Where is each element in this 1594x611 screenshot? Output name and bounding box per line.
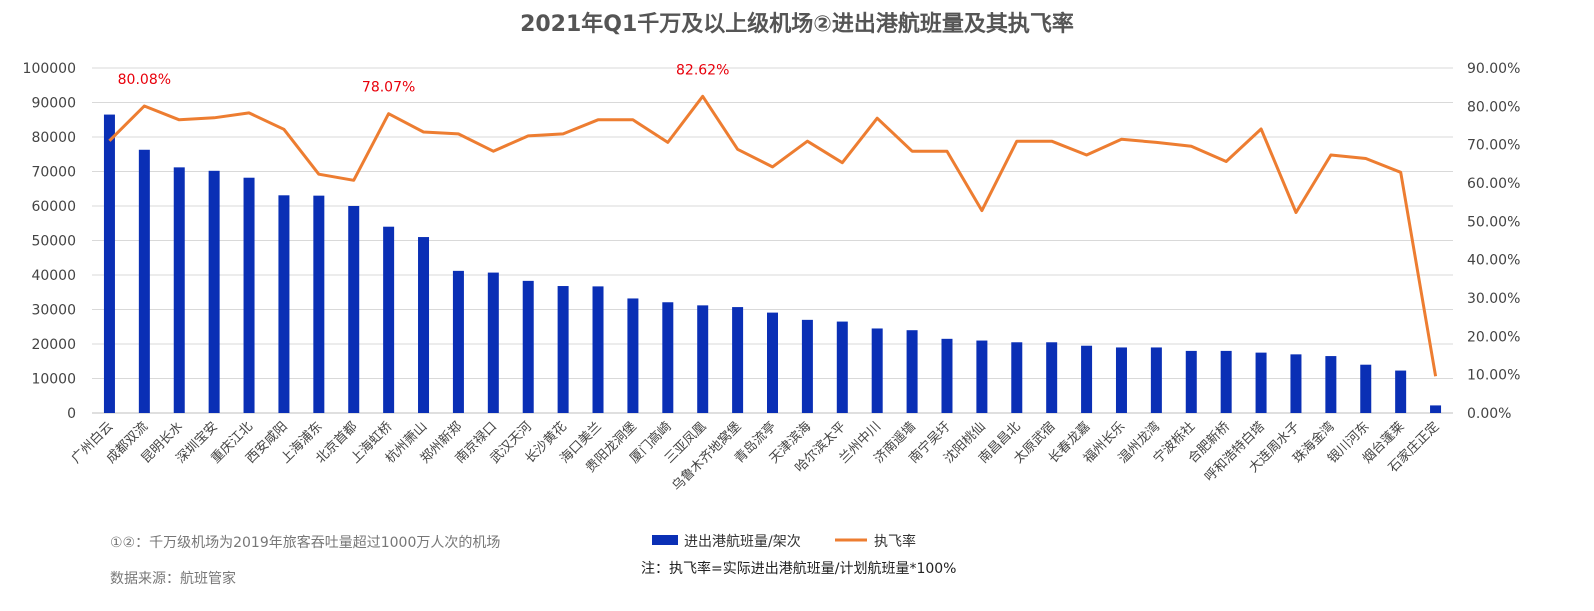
right-tick-label: 0.00% (1467, 406, 1511, 422)
annotation-label: 82.62% (676, 62, 729, 78)
left-tick-label: 10000 (31, 372, 76, 388)
bar (1011, 342, 1023, 413)
bar (1220, 350, 1232, 413)
bar (522, 280, 534, 413)
legend-line-label: 执飞率 (874, 533, 916, 550)
bar (836, 321, 848, 413)
left-tick-label: 100000 (23, 61, 76, 77)
right-axis-ticks: 0.00% 10.00% 20.00% 30.00% 40.00% 50.00% 60.00… (1467, 61, 1520, 422)
category-label: 呼和浩特白塔 (1201, 419, 1267, 485)
chart-title: 2021年Q1千万及以上级机场②进出港航班量及其执飞率 (520, 11, 1074, 37)
bar (383, 226, 395, 413)
bar (662, 302, 674, 413)
right-tick-label: 50.00% (1467, 214, 1520, 230)
bar (801, 319, 813, 413)
annotation-label: 80.08% (118, 72, 171, 88)
bar (418, 237, 430, 413)
bar (1115, 347, 1127, 413)
right-tick-label: 40.00% (1467, 253, 1520, 269)
bar (452, 270, 464, 413)
legend-bar-swatch (652, 535, 678, 545)
bar (592, 286, 604, 413)
category-labels: 广州白云成都双流昆明长水深圳宝安重庆江北西安咸阳上海浦东北京首都上海虹桥杭州萧山… (68, 419, 1442, 495)
definition-note: 注：执飞率=实际进出港航班量/计划航班量*100% (641, 560, 956, 577)
line-series (108, 94, 1438, 377)
legend: 进出港航班量/架次 执飞率 (652, 533, 916, 550)
bar (348, 206, 360, 413)
bar (1046, 342, 1058, 413)
left-tick-label: 60000 (31, 199, 76, 215)
bar (1290, 354, 1302, 413)
left-tick-label: 70000 (31, 165, 76, 181)
bar (1150, 347, 1162, 413)
right-tick-label: 30.00% (1467, 291, 1520, 307)
bar (278, 195, 290, 413)
bar (941, 338, 953, 413)
bar (906, 330, 918, 413)
right-tick-label: 70.00% (1467, 138, 1520, 154)
bar (1395, 370, 1407, 413)
bar-series (103, 114, 1442, 413)
right-tick-label: 60.00% (1467, 176, 1520, 192)
legend-bar-label: 进出港航班量/架次 (684, 534, 801, 550)
bar (732, 307, 744, 413)
left-axis-ticks: 0 10000 20000 30000 40000 50000 60000 70000 8000… (23, 61, 76, 422)
data-source: 数据来源：航班管家 (110, 570, 236, 587)
right-tick-label: 80.00% (1467, 99, 1520, 115)
bar (313, 195, 325, 413)
bar (487, 272, 499, 413)
bar (767, 312, 778, 413)
left-tick-label: 80000 (31, 130, 76, 146)
rate-line (108, 94, 1438, 377)
right-tick-label: 10.00% (1467, 368, 1520, 384)
bar (1325, 356, 1337, 413)
left-tick-label: 40000 (31, 268, 76, 284)
annotations: 80.08% 78.07% 82.62% (118, 62, 730, 95)
bar (627, 298, 639, 413)
bar (557, 286, 569, 413)
left-tick-label: 0 (67, 406, 76, 422)
bar (1360, 364, 1372, 413)
bar (871, 328, 883, 413)
bar (976, 340, 988, 413)
bar (208, 170, 220, 413)
bar (103, 114, 115, 413)
right-tick-label: 90.00% (1467, 61, 1520, 77)
left-tick-label: 30000 (31, 303, 76, 319)
left-tick-label: 90000 (31, 96, 76, 112)
bar (173, 167, 185, 413)
annotation-label: 78.07% (362, 80, 415, 96)
bar (1430, 405, 1442, 413)
bar (1081, 345, 1093, 413)
bar (138, 149, 150, 413)
bar (1185, 350, 1197, 413)
left-tick-label: 50000 (31, 234, 76, 250)
bar (1255, 352, 1267, 413)
left-tick-label: 20000 (31, 337, 76, 353)
footnote: ①②：千万级机场为2019年旅客吞吐量超过1000万人次的机场 (110, 534, 500, 551)
bar (697, 305, 709, 413)
bar (243, 177, 255, 413)
right-tick-label: 20.00% (1467, 329, 1520, 345)
